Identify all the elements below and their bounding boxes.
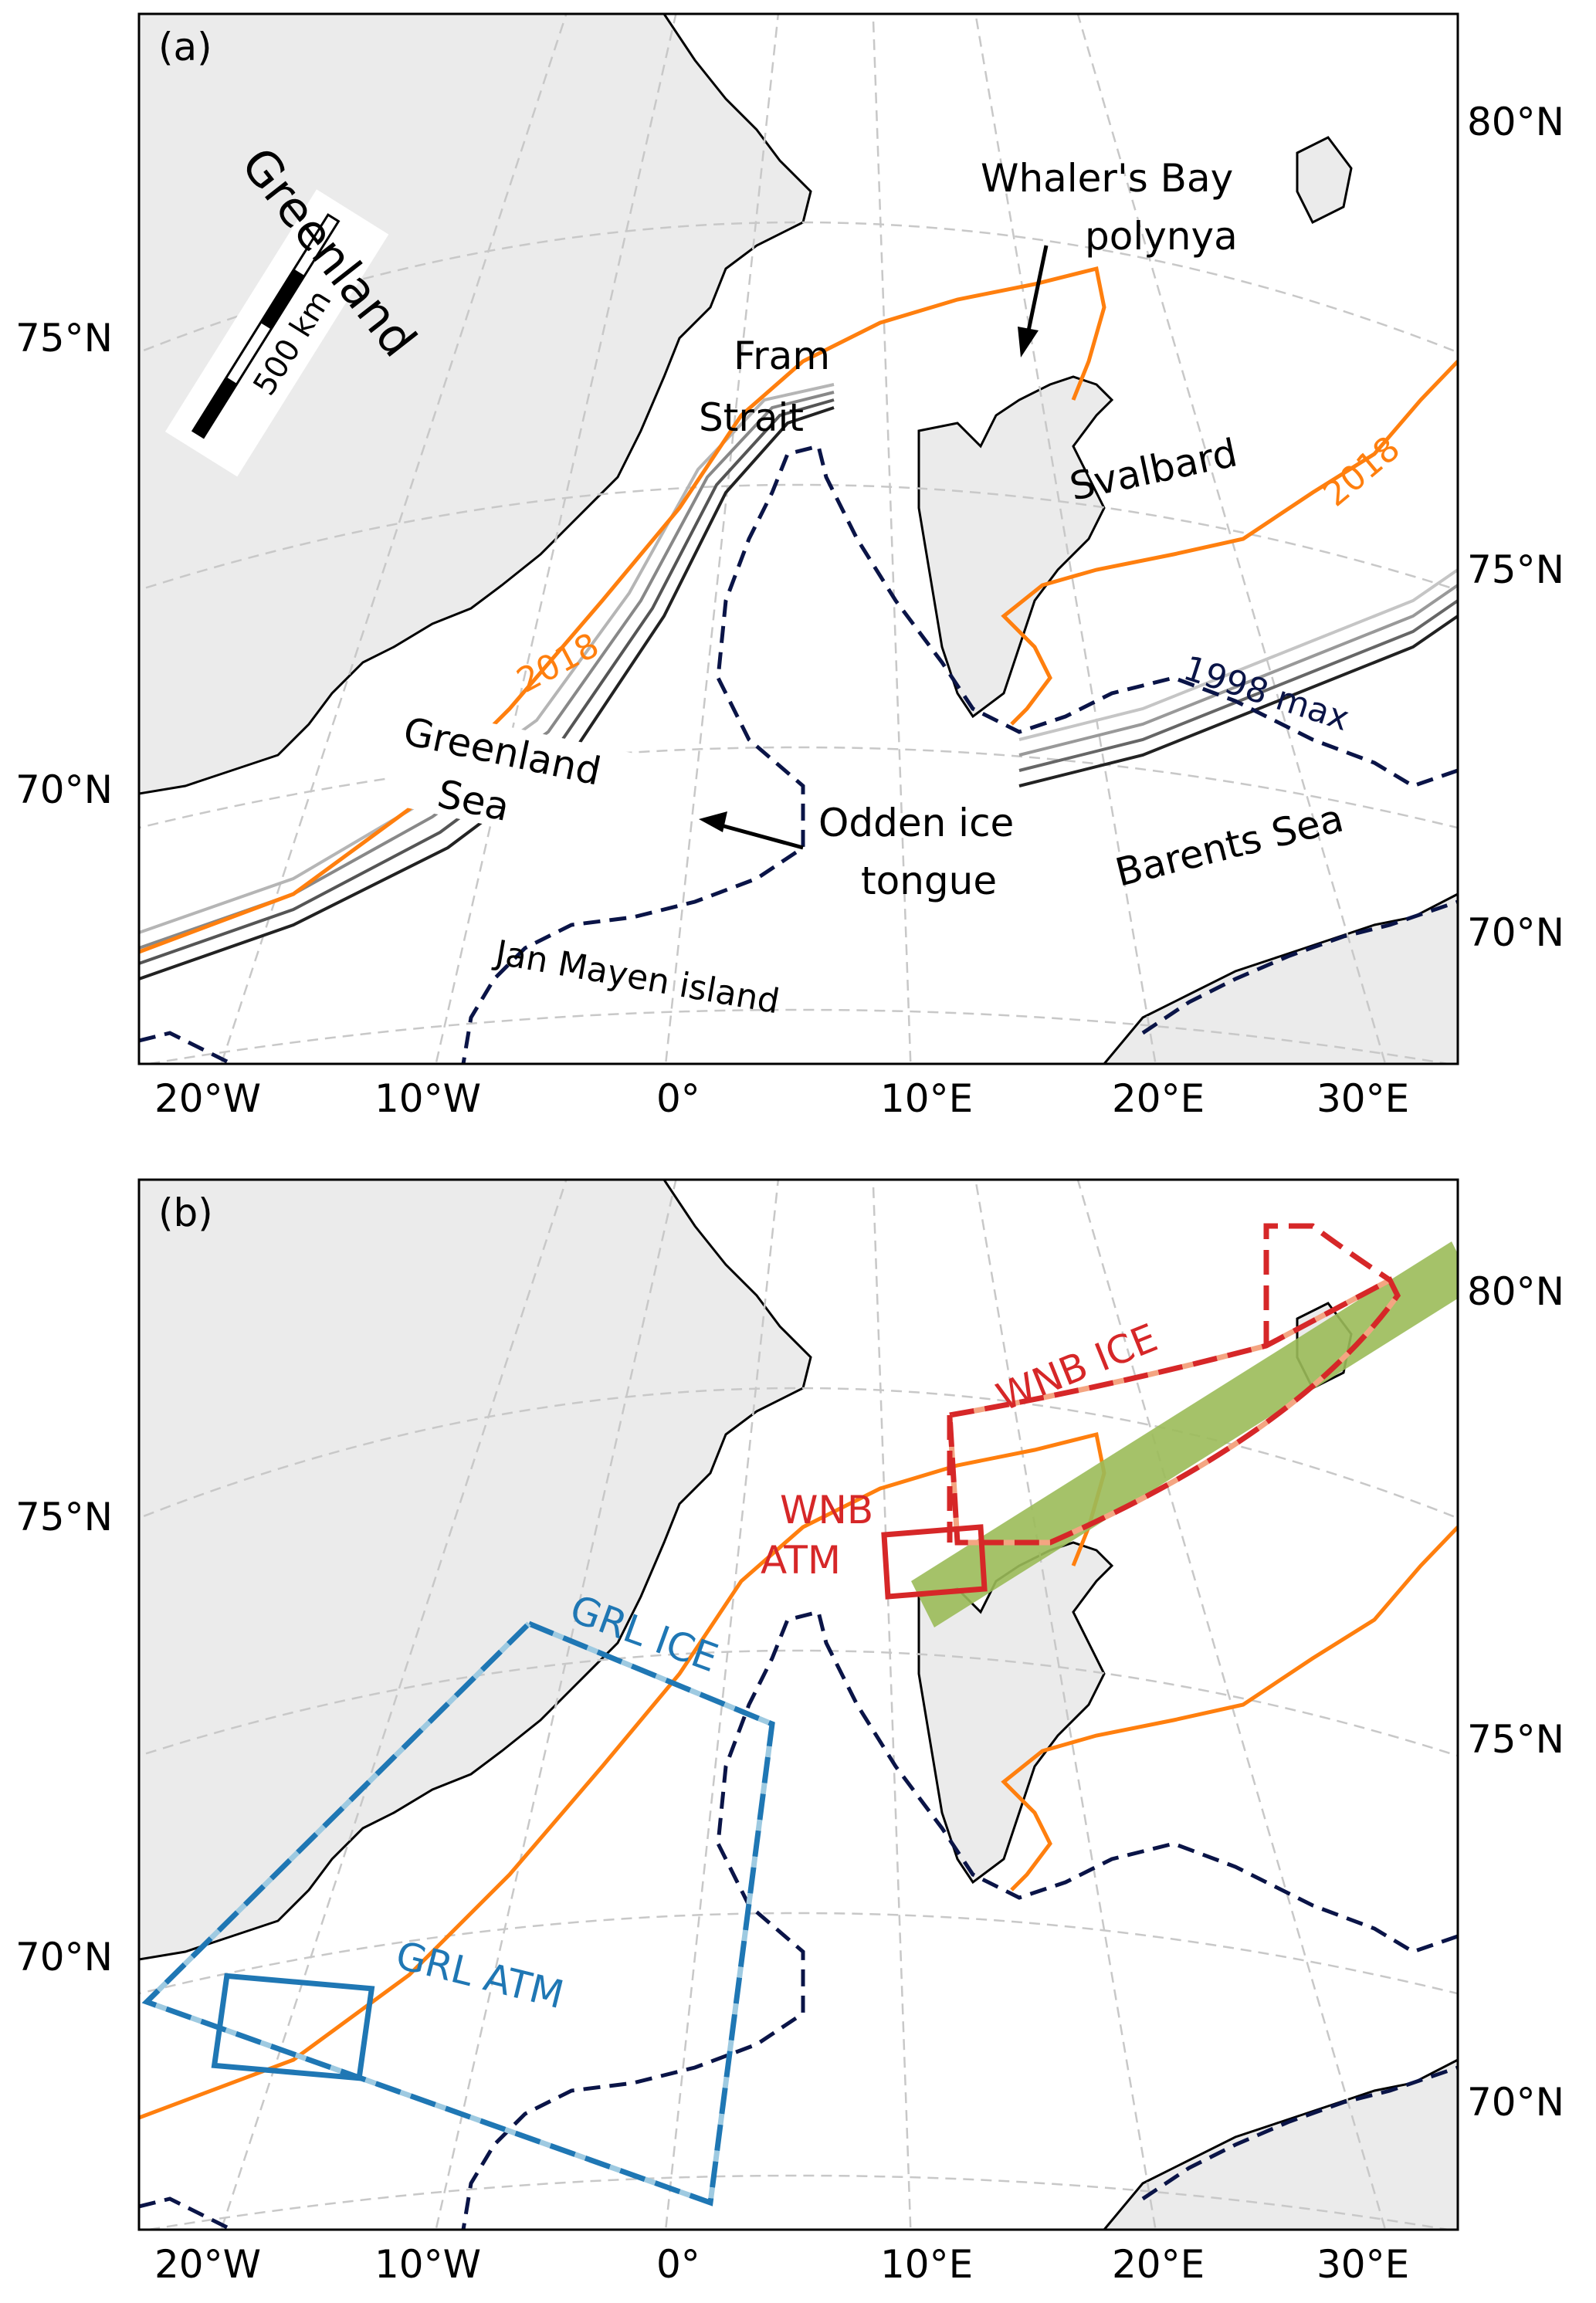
lat-tick-80n-right-b: 80°N <box>1467 1269 1564 1314</box>
arrow-odden <box>699 811 804 850</box>
panel-a-frame <box>137 12 1459 1065</box>
arrow-whalers <box>1018 245 1049 357</box>
label-wnb-atm-1: WNB <box>780 1488 873 1533</box>
lon-tick-0-b: 0° <box>656 2242 700 2287</box>
lon-tick-10w-b: 10°W <box>374 2242 481 2287</box>
lat-tick-70n-right-b: 70°N <box>1467 2080 1564 2125</box>
label-odden-1: Odden ice <box>818 801 1014 845</box>
lon-tick-10e-b: 10°E <box>880 2242 973 2287</box>
lon-tick-20w-a: 20°W <box>154 1076 261 1121</box>
panel-a-axis-labels: 20°W 10°W 0° 10°E 20°E 30°E 75°N 70°N 80… <box>15 100 1564 1121</box>
label-whalers-1: Whaler's Bay <box>981 156 1233 201</box>
panel-a-letter: (a) <box>158 25 212 69</box>
wnb-atm-box <box>881 1524 988 1600</box>
flight-track <box>911 1241 1458 1627</box>
wnb-ice-box <box>947 1223 1401 1546</box>
graticule <box>139 14 1458 1064</box>
panel-b-axis-labels: 20°W 10°W 0° 10°E 20°E 30°E 75°N 70°N 80… <box>15 1269 1564 2287</box>
ice-edge-1998-norway-b <box>1141 2065 1458 2201</box>
lon-tick-0-a: 0° <box>656 1076 700 1121</box>
panel-b-frame <box>137 1178 1459 2231</box>
lat-tick-75n-right-a: 75°N <box>1467 547 1564 592</box>
panel-b-letter: (b) <box>158 1190 213 1235</box>
lat-tick-80n-right-a: 80°N <box>1467 100 1564 144</box>
lat-tick-70n-left-a: 70°N <box>15 767 113 812</box>
lat-tick-75n-right-b: 75°N <box>1467 1717 1564 1762</box>
lon-tick-20e-b: 20°E <box>1112 2242 1205 2287</box>
label-whalers-2: polynya <box>1085 214 1238 259</box>
graticule-b <box>139 1180 1458 2230</box>
lon-tick-30e-b: 30°E <box>1316 2242 1409 2287</box>
label-odden-2: tongue <box>861 859 997 903</box>
scale-bar: 500 km <box>164 189 389 477</box>
label-fram-2: Strait <box>699 395 804 440</box>
panel-a: 500 km (a) Greenland Greenland Sea <box>137 12 1459 1065</box>
lat-tick-75n-left-b: 75°N <box>15 1495 113 1539</box>
ice-edge-1998-norway <box>1141 899 1458 1035</box>
ice-edge-2018-b <box>139 1431 1458 2120</box>
ice-edge-1998-corner <box>139 1031 233 1064</box>
lat-tick-75n-left-a: 75°N <box>15 316 113 361</box>
label-fram-1: Fram <box>734 334 830 378</box>
lon-tick-30e-a: 30°E <box>1316 1076 1409 1121</box>
ice-concentration-contours <box>139 383 1458 980</box>
lon-tick-10e-a: 10°E <box>880 1076 973 1121</box>
panel-b: (b) WNB ICE WNB ATM GRL ICE GRL ATM <box>137 1178 1459 2231</box>
label-greenland-sea: Greenland Sea <box>381 704 636 852</box>
label-wnb-atm-2: ATM <box>761 1538 841 1583</box>
lon-tick-10w-a: 10°W <box>374 1076 481 1121</box>
ice-edge-1998-corner-b <box>139 2196 233 2230</box>
grl-atm-box <box>211 1973 375 2081</box>
franz-josef-islands <box>1296 136 1353 225</box>
lat-tick-70n-right-a: 70°N <box>1467 910 1564 955</box>
lon-tick-20e-a: 20°E <box>1112 1076 1205 1121</box>
lon-tick-20w-b: 20°W <box>154 2242 261 2287</box>
lat-tick-70n-left-b: 70°N <box>15 1935 113 1980</box>
grl-ice-box <box>141 1620 775 2206</box>
